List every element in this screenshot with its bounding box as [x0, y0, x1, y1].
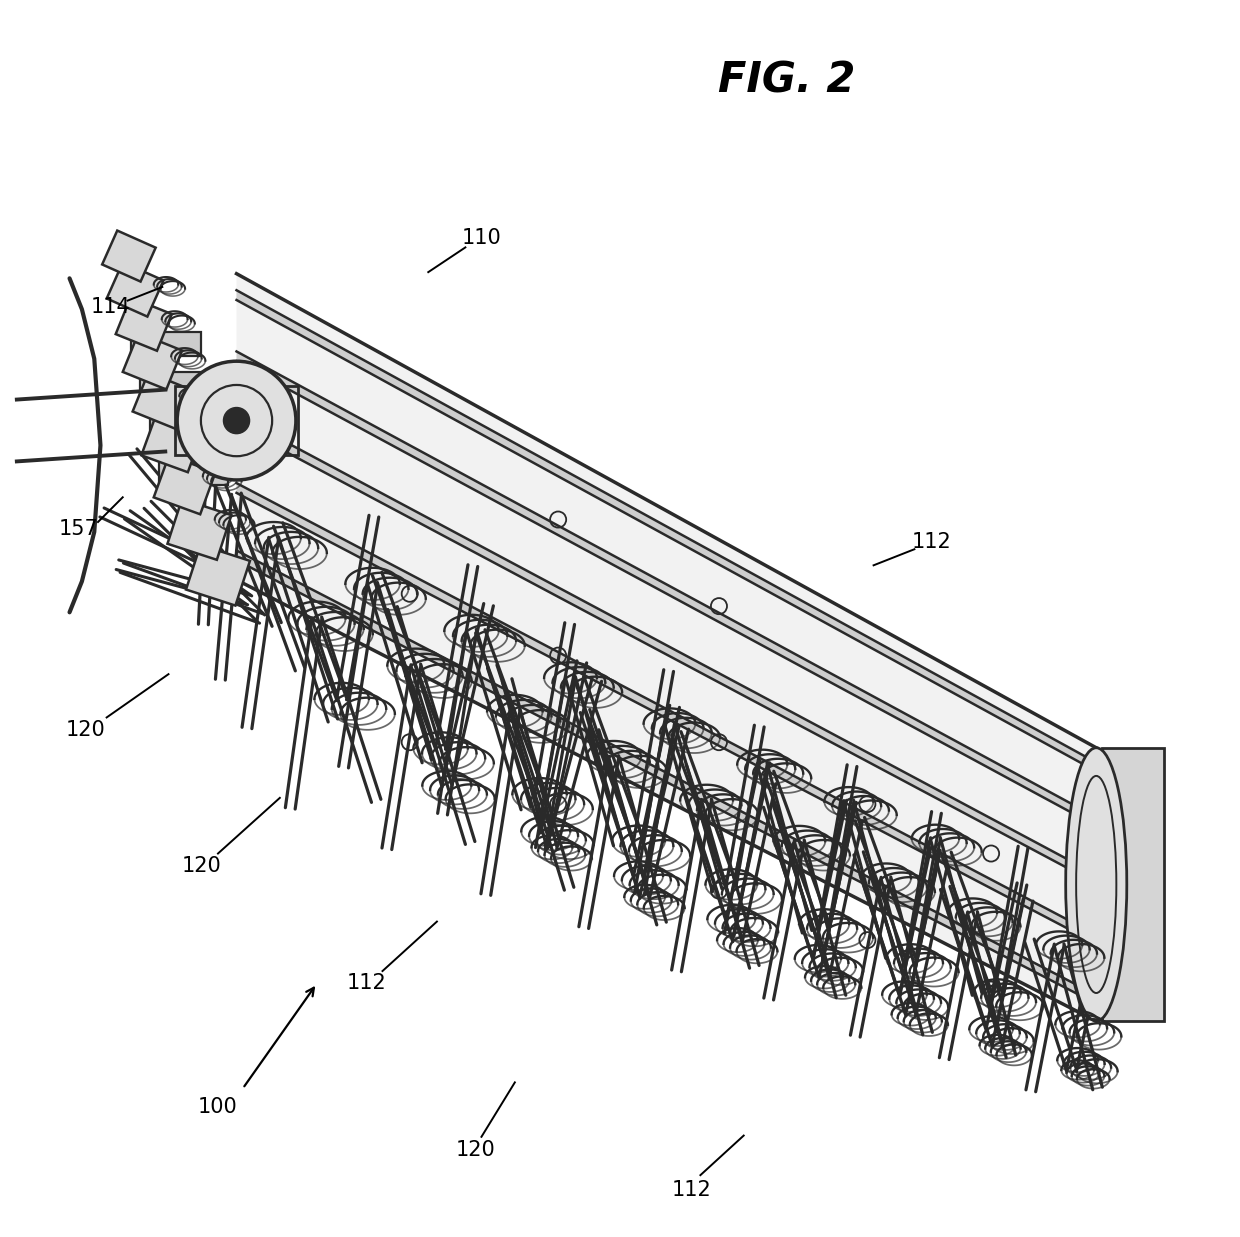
Text: 110: 110: [461, 228, 501, 247]
Text: 120: 120: [66, 720, 105, 740]
Text: 157: 157: [58, 520, 98, 539]
Polygon shape: [150, 416, 219, 440]
Polygon shape: [133, 372, 192, 429]
Polygon shape: [237, 273, 1096, 1022]
Polygon shape: [186, 544, 250, 606]
Polygon shape: [159, 460, 228, 485]
Polygon shape: [115, 297, 172, 351]
Polygon shape: [102, 230, 156, 282]
Polygon shape: [237, 351, 1096, 826]
Polygon shape: [123, 333, 182, 390]
Polygon shape: [140, 372, 210, 397]
Circle shape: [177, 361, 296, 480]
Text: 100: 100: [198, 1097, 238, 1117]
Polygon shape: [167, 499, 232, 560]
Polygon shape: [131, 332, 201, 356]
Text: 112: 112: [346, 974, 387, 993]
Polygon shape: [237, 550, 1096, 1003]
Polygon shape: [1102, 747, 1164, 1022]
Polygon shape: [107, 262, 164, 317]
Polygon shape: [141, 413, 203, 473]
Circle shape: [223, 407, 249, 434]
Text: FIG. 2: FIG. 2: [718, 59, 856, 101]
Text: 114: 114: [91, 297, 130, 317]
Ellipse shape: [1065, 747, 1127, 1022]
Text: 112: 112: [672, 1180, 712, 1200]
Text: 112: 112: [911, 532, 951, 552]
Text: 120: 120: [455, 1141, 495, 1160]
Text: 120: 120: [182, 856, 222, 876]
Polygon shape: [154, 455, 216, 515]
Polygon shape: [237, 484, 1096, 944]
Polygon shape: [237, 291, 1096, 772]
Polygon shape: [237, 416, 1096, 883]
